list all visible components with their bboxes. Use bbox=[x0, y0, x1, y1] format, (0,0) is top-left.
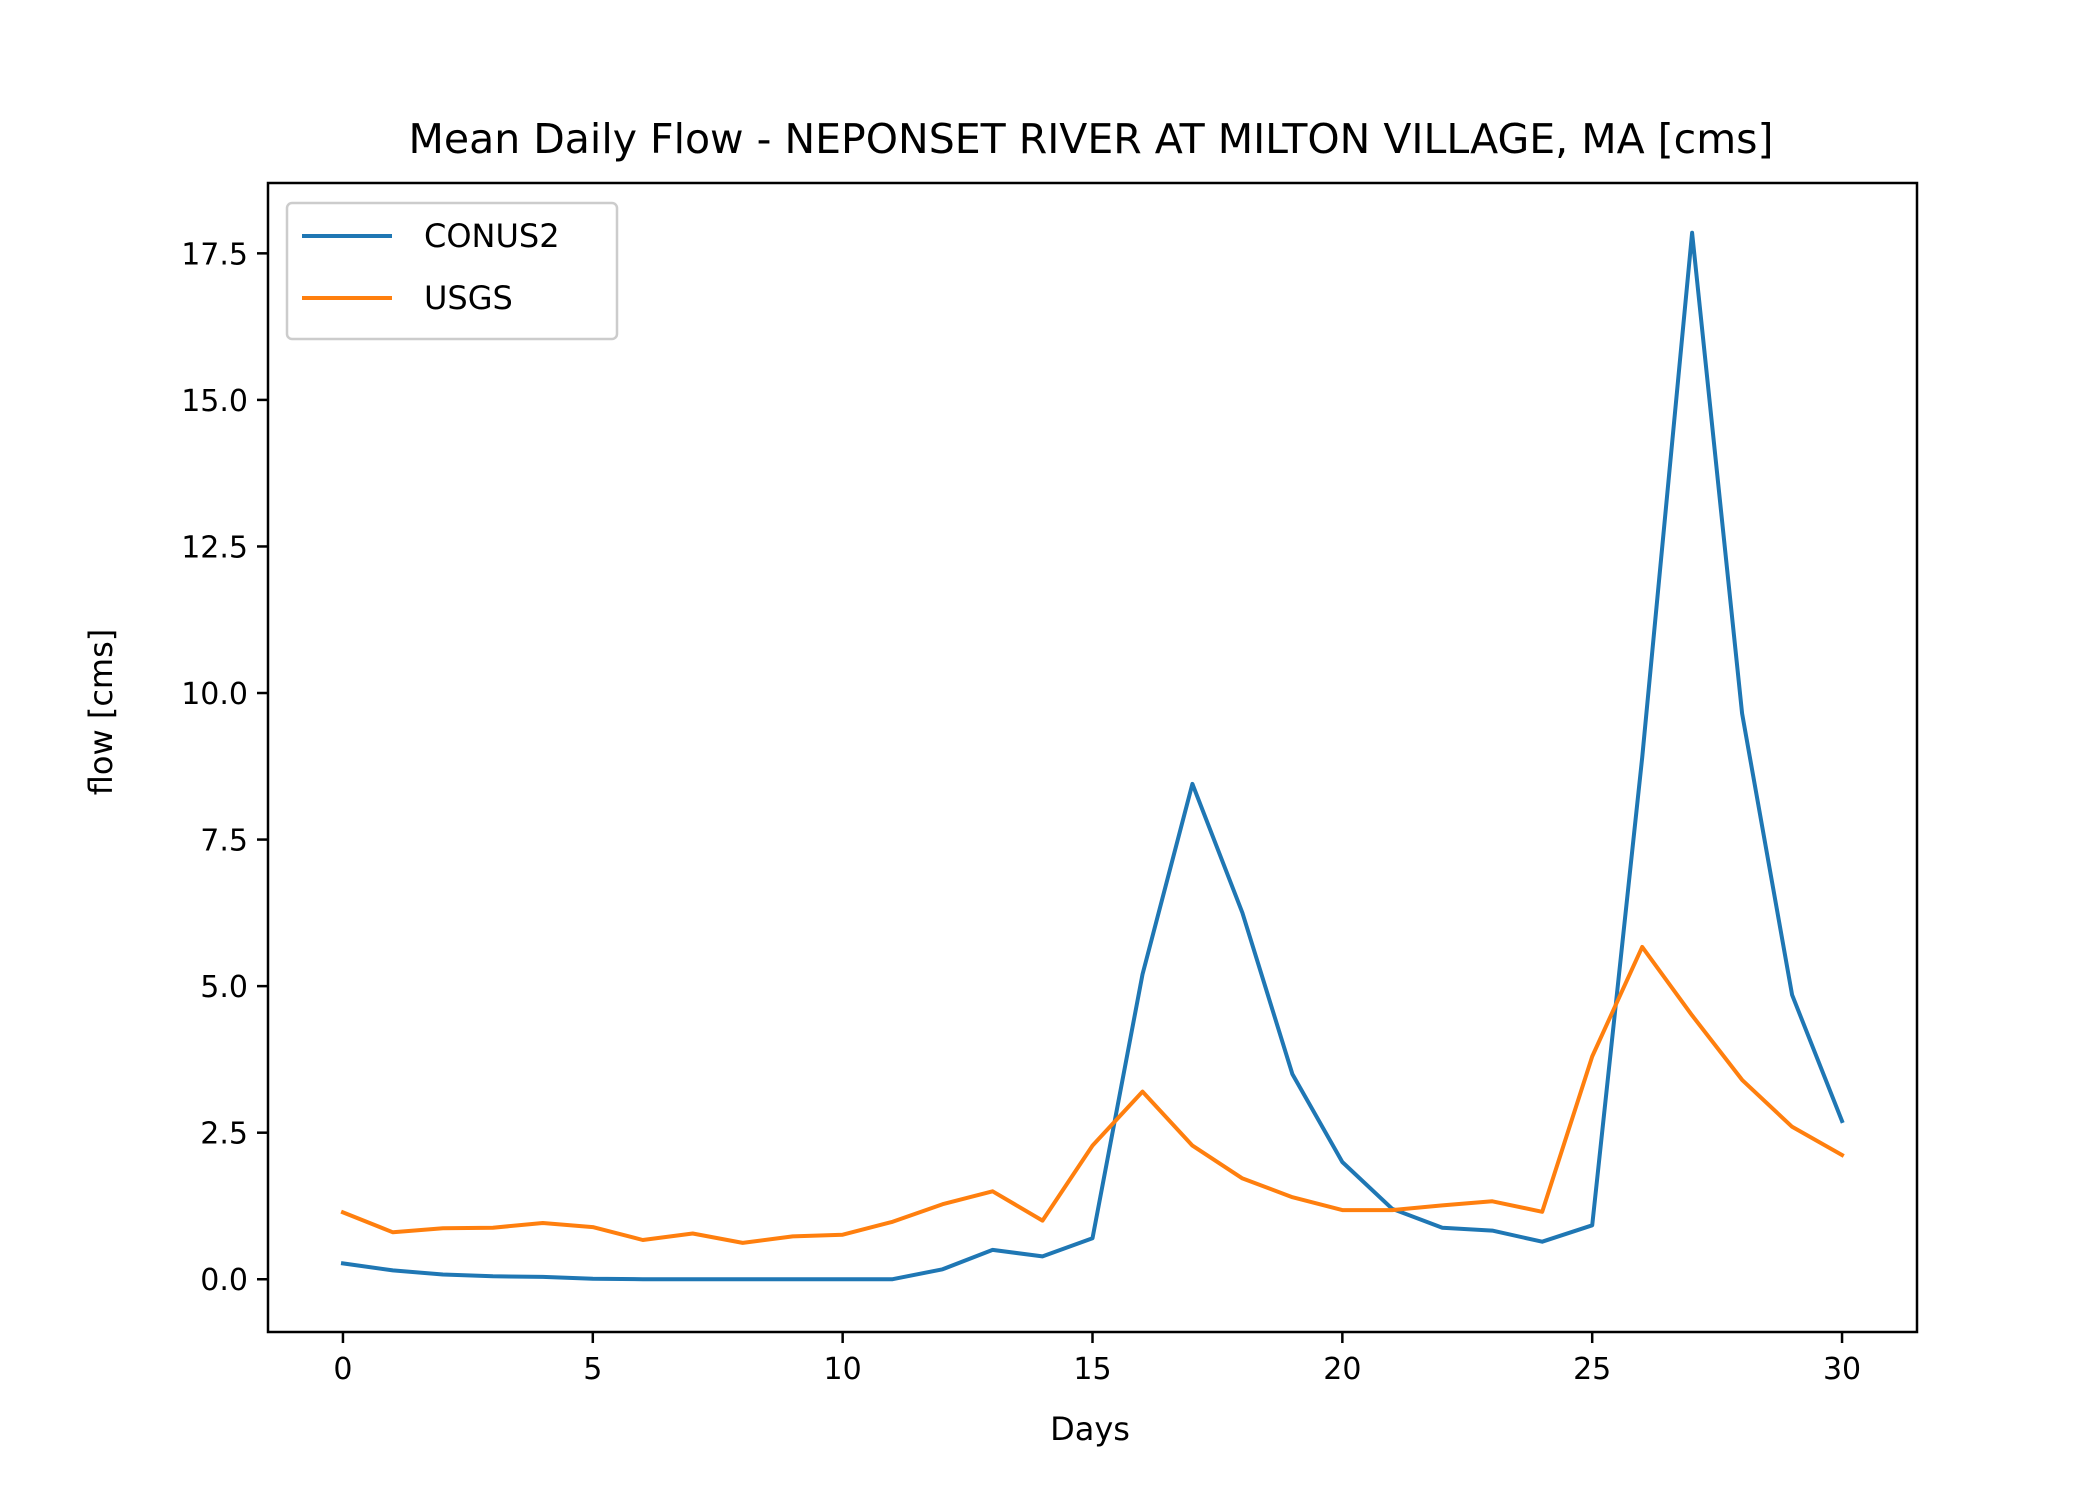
y-tick-label: 12.5 bbox=[181, 530, 248, 565]
y-tick-label: 2.5 bbox=[200, 1117, 248, 1152]
x-axis-title: Days bbox=[1050, 1410, 1130, 1448]
x-tick-label: 20 bbox=[1323, 1352, 1361, 1387]
chart-title: Mean Daily Flow - NEPONSET RIVER AT MILT… bbox=[408, 115, 1773, 163]
series-line-usgs bbox=[340, 944, 1845, 1245]
y-axis-ticks: 0.0 2.5 5.0 7.5 10.0 12.5 15.0 17.5 bbox=[181, 237, 268, 1298]
y-axis-title: flow [cms] bbox=[82, 629, 120, 795]
x-tick-label: 30 bbox=[1823, 1352, 1861, 1387]
x-axis-ticks: 0 5 10 15 20 25 30 bbox=[333, 1332, 1861, 1387]
y-tick-label: 10.0 bbox=[181, 677, 248, 712]
y-tick-label: 0.0 bbox=[200, 1263, 248, 1298]
x-tick-label: 0 bbox=[333, 1352, 352, 1387]
legend-label-usgs: USGS bbox=[424, 279, 513, 317]
y-tick-label: 15.0 bbox=[181, 384, 248, 419]
series-line-conus2 bbox=[340, 230, 1845, 1282]
y-tick-label: 5.0 bbox=[200, 970, 248, 1005]
x-tick-label: 25 bbox=[1573, 1352, 1611, 1387]
x-tick-label: 15 bbox=[1073, 1352, 1111, 1387]
series-layer bbox=[340, 230, 1845, 1282]
legend-label-conus2: CONUS2 bbox=[424, 217, 560, 255]
y-tick-label: 17.5 bbox=[181, 237, 248, 272]
x-tick-label: 10 bbox=[824, 1352, 862, 1387]
plot-frame bbox=[266, 181, 1919, 1334]
legend: CONUS2 USGS bbox=[285, 201, 619, 341]
y-tick-label: 7.5 bbox=[200, 824, 248, 859]
x-tick-label: 5 bbox=[583, 1352, 602, 1387]
